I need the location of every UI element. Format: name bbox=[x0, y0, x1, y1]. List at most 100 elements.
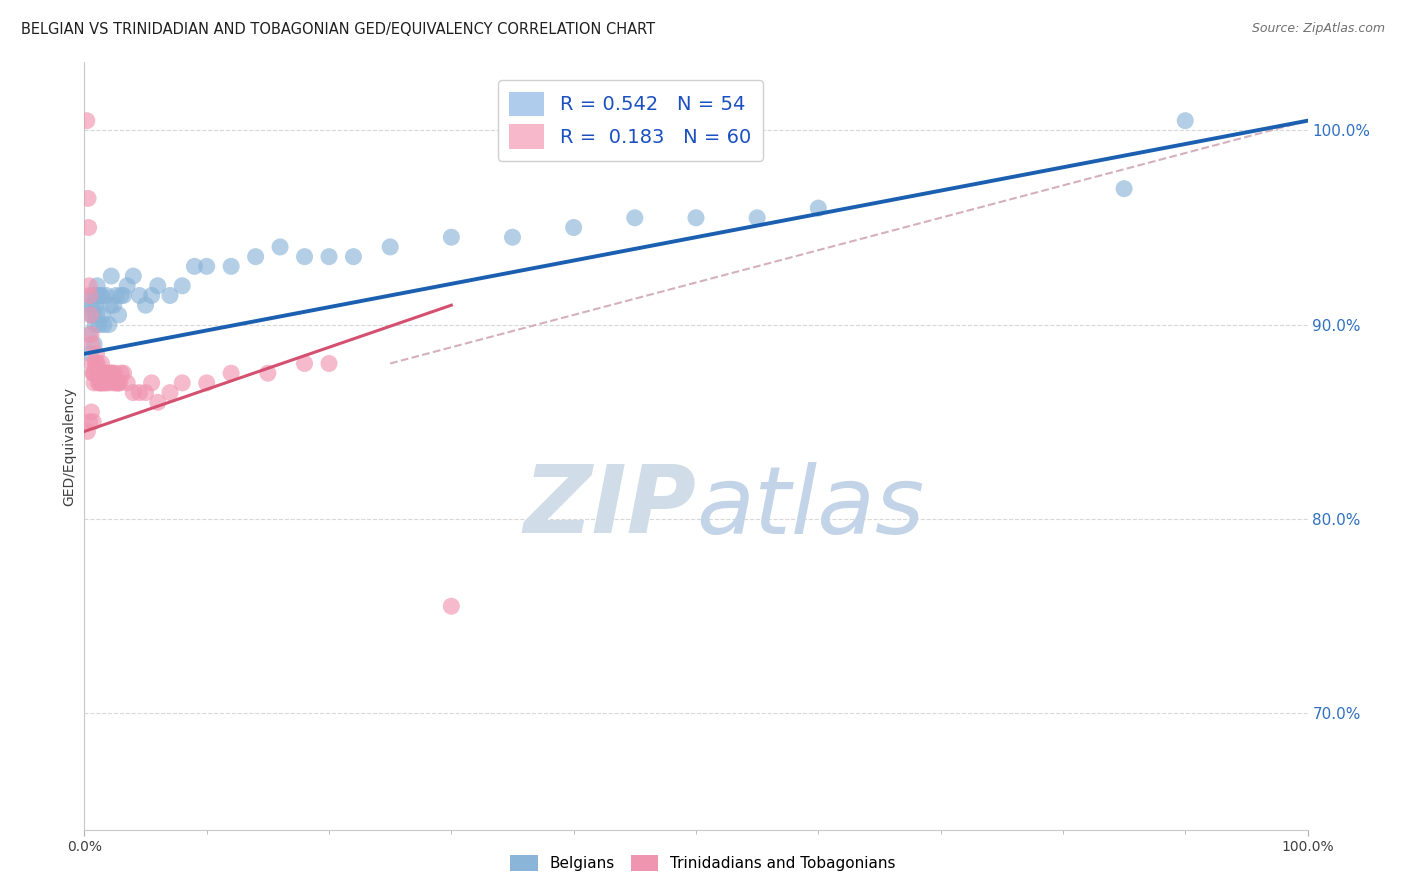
Text: atlas: atlas bbox=[696, 462, 924, 553]
Point bbox=[91, 376, 114, 390]
Point bbox=[135, 385, 157, 400]
Point bbox=[82, 288, 104, 302]
Point bbox=[76, 425, 98, 439]
Point bbox=[79, 347, 101, 361]
Point bbox=[79, 288, 101, 302]
Point bbox=[146, 278, 169, 293]
Point bbox=[115, 278, 138, 293]
Point bbox=[183, 260, 205, 274]
Legend: Belgians, Trinidadians and Tobagonians: Belgians, Trinidadians and Tobagonians bbox=[505, 849, 901, 877]
Point bbox=[96, 288, 118, 302]
Point bbox=[562, 220, 585, 235]
Point bbox=[159, 385, 181, 400]
Point bbox=[91, 366, 114, 380]
Point bbox=[83, 308, 105, 322]
Point bbox=[100, 268, 122, 283]
Point bbox=[318, 356, 340, 370]
Point bbox=[98, 366, 121, 380]
Point bbox=[90, 356, 112, 370]
Point bbox=[97, 366, 120, 380]
Point bbox=[87, 376, 110, 390]
Point bbox=[93, 376, 115, 390]
Point bbox=[79, 308, 101, 322]
Y-axis label: GED/Equivalency: GED/Equivalency bbox=[62, 386, 76, 506]
Point bbox=[219, 366, 242, 380]
Point bbox=[342, 250, 364, 264]
Point bbox=[294, 356, 316, 370]
Point bbox=[84, 318, 107, 332]
Point bbox=[115, 376, 138, 390]
Point bbox=[685, 211, 707, 225]
Point bbox=[94, 366, 117, 380]
Point bbox=[77, 278, 100, 293]
Point bbox=[245, 250, 267, 264]
Point bbox=[77, 191, 100, 205]
Point bbox=[90, 288, 112, 302]
Point bbox=[83, 366, 105, 380]
Point bbox=[105, 376, 128, 390]
Point bbox=[172, 376, 194, 390]
Point bbox=[159, 288, 181, 302]
Point bbox=[80, 337, 103, 351]
Point bbox=[97, 376, 120, 390]
Point bbox=[128, 385, 150, 400]
Point bbox=[86, 278, 108, 293]
Point bbox=[105, 288, 128, 302]
Point bbox=[219, 260, 242, 274]
Point bbox=[84, 356, 107, 370]
Point bbox=[87, 318, 110, 332]
Point bbox=[87, 288, 110, 302]
Point bbox=[624, 211, 647, 225]
Point bbox=[112, 366, 135, 380]
Point bbox=[110, 288, 132, 302]
Point bbox=[318, 250, 340, 264]
Point bbox=[86, 356, 108, 370]
Text: ZIP: ZIP bbox=[523, 461, 696, 553]
Point bbox=[91, 308, 114, 322]
Point bbox=[98, 298, 121, 312]
Point bbox=[141, 376, 163, 390]
Point bbox=[440, 230, 463, 244]
Point bbox=[80, 298, 103, 312]
Point bbox=[101, 366, 124, 380]
Point bbox=[172, 278, 194, 293]
Point bbox=[1114, 182, 1136, 196]
Text: BELGIAN VS TRINIDADIAN AND TOBAGONIAN GED/EQUIVALENCY CORRELATION CHART: BELGIAN VS TRINIDADIAN AND TOBAGONIAN GE… bbox=[21, 22, 655, 37]
Point bbox=[87, 366, 110, 380]
Point bbox=[146, 395, 169, 409]
Point bbox=[195, 260, 218, 274]
Point bbox=[380, 240, 402, 254]
Point bbox=[83, 366, 105, 380]
Point bbox=[80, 308, 103, 322]
Point bbox=[294, 250, 316, 264]
Point bbox=[112, 288, 135, 302]
Point bbox=[97, 318, 120, 332]
Text: Source: ZipAtlas.com: Source: ZipAtlas.com bbox=[1251, 22, 1385, 36]
Point bbox=[82, 366, 104, 380]
Point bbox=[108, 376, 131, 390]
Point bbox=[83, 337, 105, 351]
Point bbox=[122, 268, 145, 283]
Point bbox=[104, 366, 127, 380]
Point bbox=[807, 201, 830, 215]
Point bbox=[80, 327, 103, 342]
Point bbox=[1174, 113, 1197, 128]
Point bbox=[103, 298, 125, 312]
Point bbox=[76, 113, 98, 128]
Point bbox=[269, 240, 291, 254]
Point bbox=[141, 288, 163, 302]
Legend: R = 0.542   N = 54, R =  0.183   N = 60: R = 0.542 N = 54, R = 0.183 N = 60 bbox=[498, 79, 763, 161]
Point bbox=[89, 376, 111, 390]
Point bbox=[93, 318, 115, 332]
Point bbox=[440, 599, 463, 614]
Point bbox=[135, 298, 157, 312]
Point bbox=[100, 366, 122, 380]
Point bbox=[89, 288, 111, 302]
Point bbox=[83, 288, 105, 302]
Point bbox=[90, 376, 112, 390]
Point bbox=[96, 376, 118, 390]
Point bbox=[83, 376, 105, 390]
Point bbox=[82, 356, 104, 370]
Point bbox=[86, 308, 108, 322]
Point bbox=[84, 356, 107, 370]
